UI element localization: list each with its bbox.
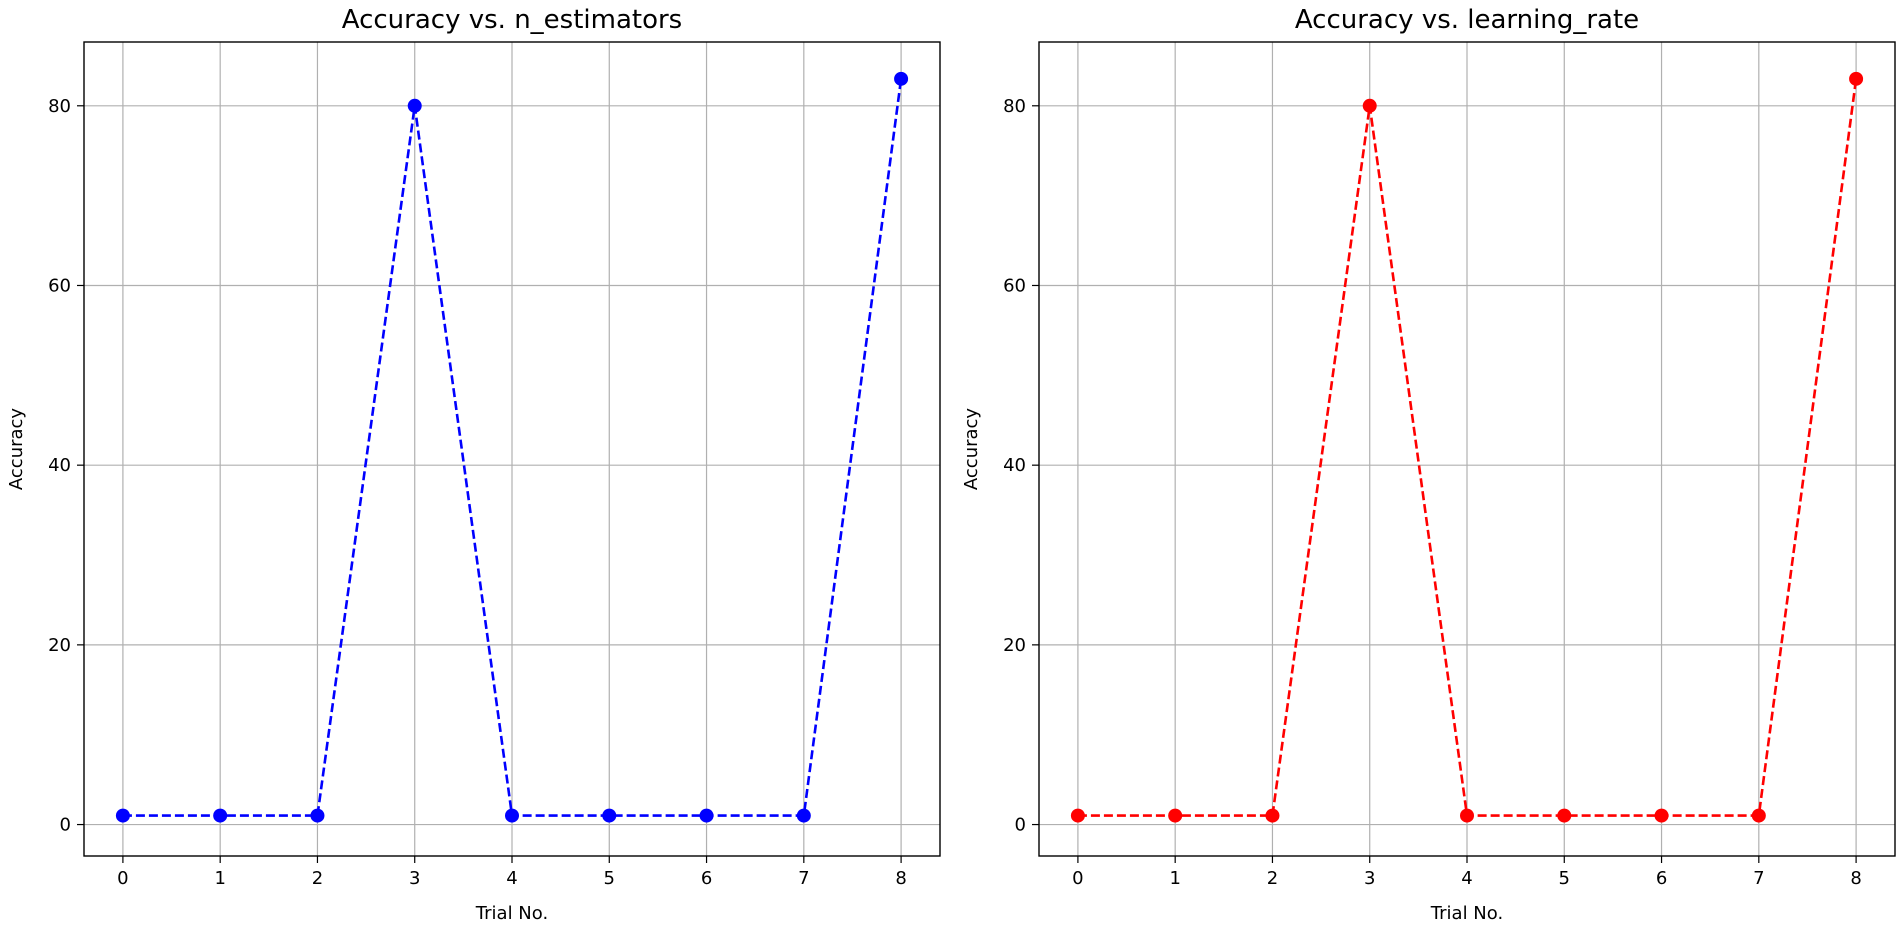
x-tick-label: 4 [1461, 868, 1472, 889]
x-tick-label: 5 [1559, 868, 1570, 889]
x-tick-label: 2 [312, 868, 323, 889]
y-tick-label: 40 [48, 455, 71, 476]
series-0 [115, 71, 909, 823]
y-tick-label: 0 [60, 815, 71, 836]
y-tick-label: 0 [1015, 815, 1026, 836]
data-point [894, 71, 909, 86]
x-tick-label: 6 [701, 868, 712, 889]
chart-title: Accuracy vs. learning_rate [1295, 5, 1639, 35]
x-tick-label: 5 [604, 868, 615, 889]
y-tick-label: 40 [1003, 455, 1026, 476]
x-tick-label: 2 [1267, 868, 1278, 889]
data-point [1265, 808, 1280, 823]
x-tick-label: 0 [117, 868, 128, 889]
y-tick-label: 60 [48, 275, 71, 296]
x-tick-label: 8 [1850, 868, 1861, 889]
x-tick-label: 8 [895, 868, 906, 889]
x-tick-label: 1 [1169, 868, 1180, 889]
x-tick-label: 6 [1656, 868, 1667, 889]
data-point [1557, 808, 1572, 823]
data-point [213, 808, 228, 823]
data-point [115, 808, 130, 823]
data-point [699, 808, 714, 823]
data-point [1751, 808, 1766, 823]
x-axis-label: Trial No. [1430, 903, 1503, 924]
data-point [1362, 98, 1377, 113]
data-point [505, 808, 519, 823]
data-point [602, 808, 617, 823]
axes-frame [1038, 41, 1896, 857]
data-point [1654, 808, 1669, 823]
y-tick-label: 80 [48, 96, 71, 117]
x-tick-label: 4 [506, 868, 517, 889]
grid [84, 42, 940, 856]
data-point [407, 98, 422, 113]
series-0 [1070, 71, 1864, 823]
y-tick-label: 20 [1003, 635, 1026, 656]
x-tick-label: 1 [214, 868, 225, 889]
x-tick-label: 3 [409, 868, 420, 889]
data-point [1460, 808, 1474, 823]
y-tick-label: 60 [1003, 275, 1026, 296]
data-point [796, 808, 811, 823]
y-axis-label: Accuracy [6, 408, 27, 491]
y-tick-label: 20 [48, 635, 71, 656]
data-point [1849, 71, 1864, 86]
x-axis-label: Trial No. [475, 903, 548, 924]
y-tick-label: 80 [1003, 96, 1026, 117]
grid [1039, 42, 1895, 856]
axes-frame [83, 41, 941, 857]
data-point [1168, 808, 1183, 823]
data-point [310, 808, 325, 823]
data-point [1070, 808, 1085, 823]
x-tick-label: 7 [1753, 868, 1764, 889]
chart-title: Accuracy vs. n_estimators [342, 5, 682, 35]
x-tick-label: 0 [1072, 868, 1083, 889]
y-axis-label: Accuracy [961, 408, 982, 491]
x-tick-label: 7 [798, 868, 809, 889]
x-tick-label: 3 [1364, 868, 1375, 889]
